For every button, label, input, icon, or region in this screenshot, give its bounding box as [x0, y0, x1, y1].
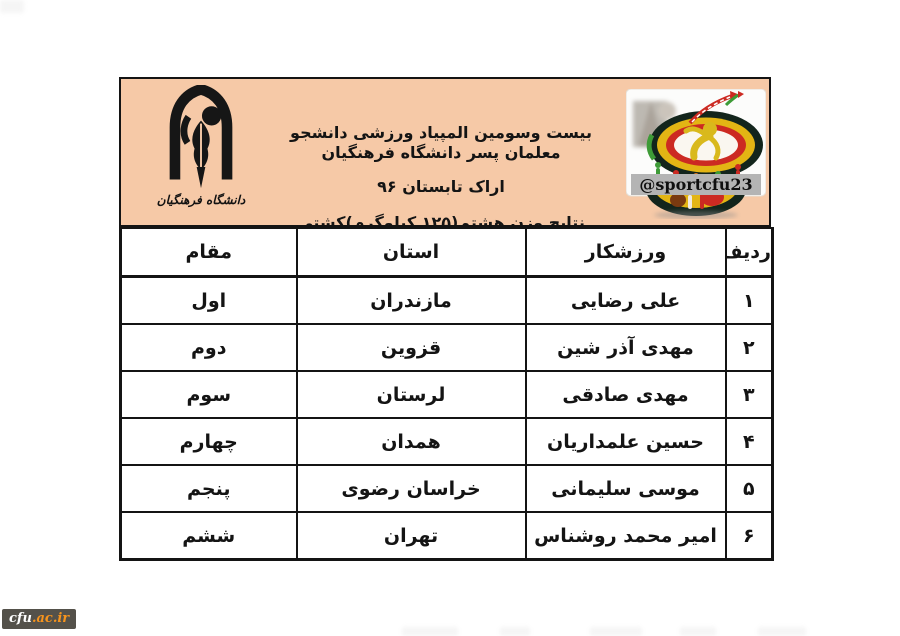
title-line-1: بیست وسومین المپیاد ورزشی دانشجو معلمان …: [290, 123, 592, 162]
cell-province: مازندران: [295, 275, 527, 325]
sport-handle-label: @sportcfu23: [639, 175, 752, 194]
table-row: ۳ مهدی صادقی لرستان سوم: [119, 370, 774, 419]
cell-rank: اول: [119, 275, 298, 325]
table-row: ۶ امیر محمد روشناس تهران ششم: [119, 511, 774, 561]
scan-artifact: [758, 627, 806, 636]
farhangian-university-emblem-icon: [169, 83, 233, 189]
university-logo: دانشگاه فرهنگیان: [143, 83, 259, 207]
watermark-suffix: .ac.ir: [31, 611, 70, 626]
col-header-province: استان: [295, 227, 527, 278]
scan-artifact: [0, 0, 24, 13]
results-table: ردیف ورزشکار استان مقام ۱ علی رضایی مازن…: [119, 227, 774, 561]
sport-olympiad-logo: @sportcfu23: [625, 88, 767, 219]
col-header-rank: مقام: [119, 227, 298, 278]
site-watermark: cfu.ac.ir: [2, 609, 77, 629]
cell-province: همدان: [295, 417, 527, 466]
cell-row-number: ۶: [724, 511, 774, 561]
table-row: ۵ موسی سلیمانی خراسان رضوی پنجم: [119, 464, 774, 513]
cell-row-number: ۱: [724, 275, 774, 325]
cell-rank: پنجم: [119, 464, 298, 513]
cell-rank: سوم: [119, 370, 298, 419]
cell-row-number: ۳: [724, 370, 774, 419]
yellow-figure: [683, 122, 721, 161]
scan-artifact: [402, 627, 458, 636]
cell-province: خراسان رضوی: [295, 464, 527, 513]
header-titles: بیست وسومین المپیاد ورزشی دانشجو معلمان …: [261, 79, 621, 232]
col-header-row-number: ردیف: [724, 227, 774, 278]
title-line-2: اراک تابستان ۹۶: [377, 177, 505, 196]
emblem-bottom: [647, 195, 745, 216]
cell-province: قزوین: [295, 323, 527, 372]
cell-province: تهران: [295, 511, 527, 561]
col-header-athlete: ورزشکار: [524, 227, 727, 278]
table-row: ۱ علی رضایی مازندران اول: [119, 275, 774, 325]
table-row: ۲ مهدی آذر شین قزوین دوم: [119, 323, 774, 372]
cell-athlete: مهدی صادقی: [524, 370, 727, 419]
scan-artifact: [500, 627, 530, 636]
table-header-row: ردیف ورزشکار استان مقام: [119, 227, 774, 278]
cell-province: لرستان: [295, 370, 527, 419]
cell-rank: ششم: [119, 511, 298, 561]
scan-artifact: [680, 627, 716, 636]
table-row: ۴ حسین علمداریان همدان چهارم: [119, 417, 774, 466]
scan-artifact: [590, 627, 642, 636]
cell-rank: چهارم: [119, 417, 298, 466]
cell-row-number: ۲: [724, 323, 774, 372]
cell-rank: دوم: [119, 323, 298, 372]
watermark-prefix: cfu: [9, 611, 32, 626]
university-logo-caption: دانشگاه فرهنگیان: [156, 193, 246, 207]
cell-row-number: ۵: [724, 464, 774, 513]
cell-row-number: ۴: [724, 417, 774, 466]
cell-athlete: مهدی آذر شین: [524, 323, 727, 372]
cell-athlete: موسی سلیمانی: [524, 464, 727, 513]
cell-athlete: علی رضایی: [524, 275, 727, 325]
cell-athlete: حسین علمداریان: [524, 417, 727, 466]
sheet-header: دانشگاه فرهنگیان بیست وسومین المپیاد ورز…: [119, 77, 771, 232]
cell-athlete: امیر محمد روشناس: [524, 511, 727, 561]
sport-olympiad-emblem-icon: @sportcfu23: [625, 88, 767, 219]
